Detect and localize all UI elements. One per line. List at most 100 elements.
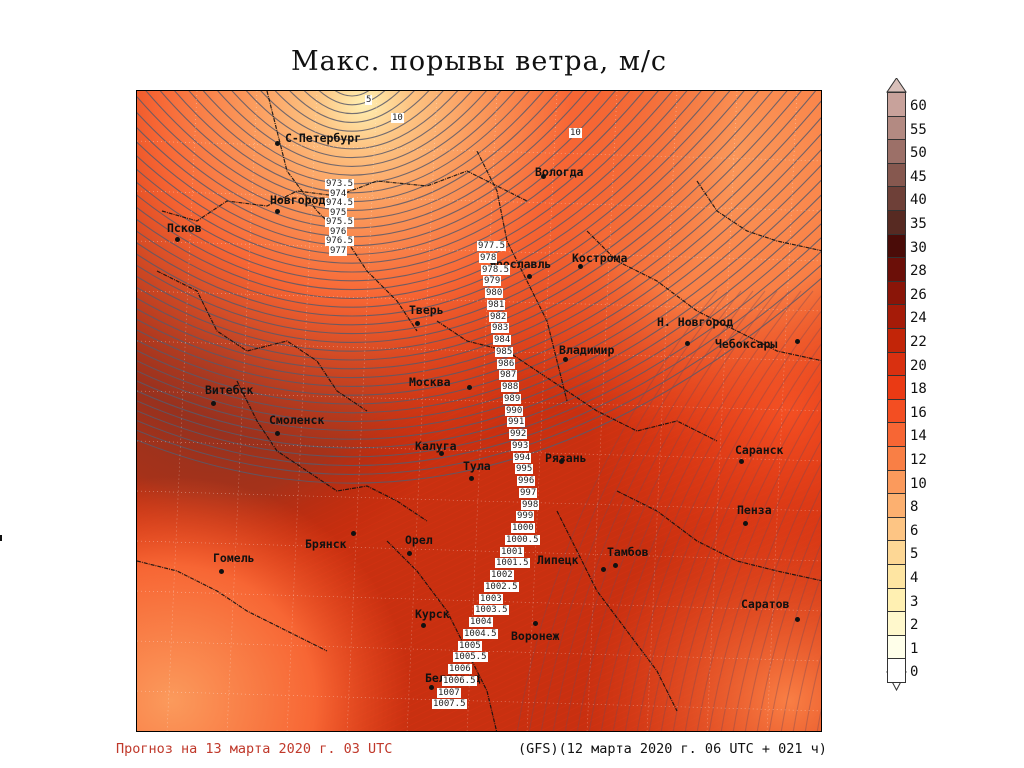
isobar-label: 975.5	[325, 217, 355, 227]
isobar	[552, 290, 754, 731]
isobar	[564, 290, 766, 731]
isobar	[137, 91, 788, 352]
legend-swatch	[887, 186, 906, 211]
city-marker	[743, 521, 748, 526]
isobar	[137, 91, 774, 343]
legend-swatch	[887, 162, 906, 188]
isobar	[804, 654, 821, 731]
isobar-label: 984	[493, 335, 512, 345]
city-marker	[578, 264, 583, 269]
map-title: Макс. порывы ветра, м/с	[290, 46, 668, 77]
isobar-label: 1004.5	[463, 629, 498, 639]
city-marker	[685, 341, 690, 346]
isobar-label: 988	[501, 382, 520, 392]
isobar-label: 1004	[469, 617, 493, 627]
city-label: Псков	[167, 221, 202, 235]
isobar	[792, 611, 821, 731]
edge-mark	[0, 535, 2, 541]
legend-label: 0	[910, 664, 919, 681]
isobar	[540, 290, 742, 731]
city-marker	[439, 451, 444, 456]
isobar	[318, 91, 386, 106]
city-label: Москва	[409, 375, 451, 389]
isobar	[137, 149, 821, 405]
isobar	[137, 179, 821, 423]
isobar-label: 1001	[500, 547, 524, 557]
city-label: Чебоксары	[715, 337, 778, 351]
city-marker	[415, 321, 420, 326]
legend-swatch	[887, 634, 906, 660]
legend-swatch	[887, 422, 906, 447]
isobar	[145, 91, 559, 211]
legend-swatch	[887, 375, 906, 400]
isobar	[231, 91, 473, 159]
city-label: С-Петербург	[285, 131, 362, 145]
city-label: Новгород	[270, 193, 326, 207]
isobar-label: 995	[515, 464, 534, 474]
city-marker	[351, 531, 356, 536]
isobar-label: 996	[517, 476, 536, 486]
legend-label: 24	[910, 310, 927, 327]
isobar	[137, 100, 821, 378]
city-label: Калуга	[415, 439, 457, 453]
city-marker	[211, 401, 216, 406]
isobar	[137, 91, 731, 317]
city-label: Вологда	[535, 165, 584, 179]
isobar-label: 999	[516, 511, 535, 521]
legend-label: 6	[910, 522, 919, 539]
isobar	[260, 91, 444, 141]
city-label: Гомель	[213, 551, 255, 565]
isobar-label: 994	[513, 453, 532, 463]
city-label: Тула	[463, 459, 491, 473]
legend-swatch	[887, 540, 906, 565]
city-marker	[795, 339, 800, 344]
city-label: Курск	[415, 607, 450, 621]
isobar	[137, 237, 821, 458]
wind-label: 5	[365, 95, 373, 105]
isobar	[768, 542, 821, 731]
isobar-label: 1002	[490, 570, 514, 580]
legend-label: 18	[910, 381, 927, 398]
city-label: Тамбов	[607, 545, 649, 559]
isobar-label: 974	[329, 189, 348, 199]
legend-label: 30	[910, 239, 927, 256]
isobar	[137, 91, 702, 299]
isobar-label: 1003.5	[474, 605, 509, 615]
isobar	[137, 91, 745, 326]
legend-label: 22	[910, 334, 927, 350]
isobar-label: 983	[491, 323, 510, 333]
isobar	[289, 91, 415, 123]
legend-swatch	[887, 257, 906, 282]
map-area: 5 10 10 С-Петербург Вологда Новгород Псков Я…	[136, 90, 822, 732]
isobar	[137, 91, 631, 255]
isobar-label: 982	[489, 312, 508, 322]
isobar-label: 977.5	[477, 241, 507, 251]
isobar-label: 990	[505, 406, 524, 416]
isobar-label: 1005.5	[453, 652, 488, 662]
legend-label: 35	[910, 216, 927, 232]
legend-label: 28	[910, 263, 927, 280]
city-marker	[527, 274, 532, 279]
city-marker	[429, 685, 434, 690]
city-marker	[613, 563, 618, 568]
legend-swatch	[887, 328, 906, 353]
legend-label: 50	[910, 145, 927, 162]
isobar	[528, 290, 730, 731]
city-label: Тверь	[409, 303, 444, 317]
color-legend: 60 55 50 45 40 35 30 28 26 24 22 20 18 16 14 12 10 8 6 5 4 3 2…	[882, 78, 942, 698]
city-marker	[563, 357, 568, 362]
city-label: Владимир	[559, 343, 615, 357]
isobar	[137, 91, 673, 282]
isobar	[600, 290, 802, 731]
model-run: (GFS)(12 марта 2020 г. 06 UTC + 021 ч)	[518, 741, 827, 757]
city-label: Кострома	[572, 251, 628, 265]
isobar	[335, 91, 369, 97]
isobar	[612, 290, 814, 731]
legend-label: 10	[910, 475, 927, 492]
legend-label: 20	[910, 357, 927, 374]
isobar	[137, 91, 817, 370]
isobar	[137, 117, 821, 387]
isobar-label: 1006	[448, 664, 472, 674]
city-marker	[559, 459, 564, 464]
isobar	[202, 91, 502, 176]
